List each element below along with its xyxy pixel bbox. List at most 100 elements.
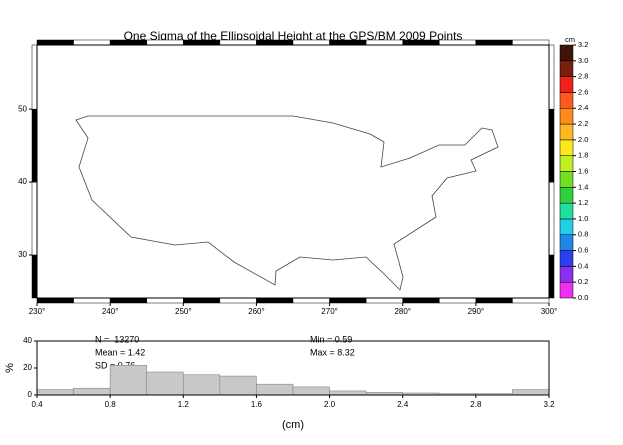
x-tick-label: 1.6	[251, 400, 263, 409]
frame-band	[475, 39, 513, 46]
annotation: N = 13270	[95, 334, 139, 344]
colorbar-tick-label: 1.4	[578, 182, 588, 191]
colorbar-swatch	[559, 187, 574, 204]
frame-band	[402, 297, 440, 304]
y-axis-label: %	[4, 363, 16, 373]
histogram-bar	[256, 383, 294, 396]
frame-band	[329, 297, 367, 304]
y-tick-label: 20	[23, 363, 32, 372]
frame-band	[36, 39, 74, 46]
y-tick-label: 30	[18, 250, 27, 259]
colorbar-tick-label: 0.4	[578, 261, 588, 270]
frame-band	[329, 39, 367, 46]
frame-band	[183, 39, 221, 46]
frame-band	[439, 297, 477, 304]
frame-band	[36, 297, 74, 304]
colorbar-swatch	[559, 108, 574, 125]
frame-band	[31, 254, 38, 299]
y-tick-label: 50	[18, 104, 27, 113]
frame-band	[548, 108, 555, 183]
frame-band	[365, 297, 403, 304]
x-tick-label: 240°	[102, 307, 119, 316]
x-tick-label: 230°	[29, 307, 46, 316]
x-tick-label: 280°	[394, 307, 411, 316]
colorbar-tick-label: 1.2	[578, 198, 588, 207]
colorbar-tick-label: 3.2	[578, 40, 588, 49]
x-tick-label: 0.4	[31, 400, 43, 409]
histogram-bar	[329, 390, 367, 396]
annotation: Max = 8.32	[310, 347, 355, 357]
frame-band	[109, 39, 147, 46]
frame-band	[548, 181, 555, 256]
histogram-bar	[109, 364, 148, 396]
colorbar-tick-label: 3.0	[578, 56, 588, 65]
frame-band	[31, 181, 38, 256]
x-tick-label: 290°	[468, 307, 485, 316]
frame-band	[73, 39, 111, 46]
frame-band	[219, 297, 257, 304]
frame-band	[219, 39, 257, 46]
colorbar-swatch	[559, 44, 574, 62]
y-tick-label: 40	[23, 336, 32, 345]
colorbar-swatch	[559, 250, 574, 267]
y-tick-label: 0	[28, 390, 33, 399]
colorbar-swatch	[559, 266, 574, 283]
colorbar-swatch	[559, 218, 574, 235]
x-tick-label: 2.4	[397, 400, 409, 409]
x-tick-label: 250°	[175, 307, 192, 316]
histogram-bar	[219, 375, 257, 396]
colorbar-swatch	[559, 123, 574, 141]
x-tick-label: 2.0	[324, 400, 336, 409]
colorbar-tick-label: 0.6	[578, 246, 588, 255]
x-tick-label: 3.2	[543, 400, 555, 409]
colorbar-swatch	[559, 60, 574, 77]
colorbar-tick-label: 1.6	[578, 166, 588, 175]
histogram-bar	[292, 386, 330, 396]
x-tick-label: 270°	[321, 307, 338, 316]
map-frame	[36, 44, 550, 299]
frame-band	[548, 254, 555, 299]
colorbar-label: cm	[565, 35, 575, 44]
colorbar-tick-label: 0.2	[578, 277, 588, 286]
colorbar-swatch	[559, 76, 574, 93]
colorbar-swatch	[559, 139, 574, 156]
colorbar-swatch	[559, 281, 574, 299]
frame-band	[512, 39, 550, 46]
x-tick-label: 300°	[541, 307, 558, 316]
colorbar-tick-label: 2.0	[578, 135, 588, 144]
frame-band	[475, 297, 513, 304]
annotation: Mean = 1.42	[95, 347, 145, 357]
frame-band	[402, 39, 440, 46]
colorbar-tick-label: 0.8	[578, 230, 588, 239]
frame-band	[31, 44, 38, 110]
histogram-bar	[36, 389, 74, 396]
colorbar-swatch	[559, 234, 574, 251]
frame-band	[292, 39, 330, 46]
colorbar-swatch	[559, 171, 574, 188]
colorbar-tick-label: 0.0	[578, 293, 588, 302]
frame-band	[256, 39, 294, 46]
annotation: Min = 0.59	[310, 334, 352, 344]
x-axis-label: (cm)	[282, 419, 304, 431]
frame-band	[292, 297, 330, 304]
colorbar-swatch	[559, 155, 574, 172]
x-tick-label: 1.2	[178, 400, 190, 409]
x-tick-label: 260°	[248, 307, 265, 316]
frame-band	[73, 297, 111, 304]
frame-band	[109, 297, 147, 304]
frame-band	[31, 108, 38, 183]
map-title: One Sigma of the Ellipsoidal Height at t…	[124, 29, 463, 43]
colorbar-tick-label: 2.6	[578, 87, 588, 96]
frame-band	[183, 297, 221, 304]
colorbar-tick-label: 2.4	[578, 103, 588, 112]
frame-band	[146, 39, 184, 46]
frame-band	[548, 44, 555, 110]
x-tick-label: 2.8	[470, 400, 482, 409]
frame-band	[365, 39, 403, 46]
colorbar-tick-label: 2.8	[578, 72, 588, 81]
colorbar-swatch	[559, 92, 574, 109]
colorbar-tick-label: 2.2	[578, 119, 588, 128]
colorbar-swatch	[559, 202, 574, 220]
frame-band	[256, 297, 294, 304]
